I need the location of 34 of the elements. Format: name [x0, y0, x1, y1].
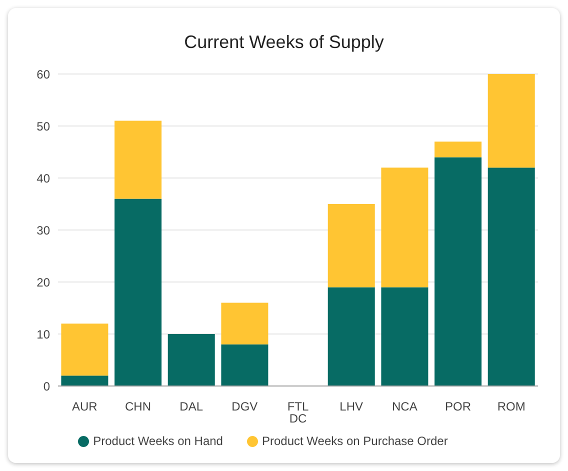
x-tick-label: AUR	[72, 400, 98, 414]
x-tick-label: DGV	[232, 400, 258, 414]
bar	[434, 157, 482, 386]
bar	[381, 168, 428, 288]
x-tick-label: LHV	[340, 400, 364, 414]
y-tick-label: 40	[36, 171, 50, 186]
x-tick-label: DAL	[180, 400, 204, 414]
bar	[381, 287, 428, 386]
bar	[61, 324, 108, 376]
bar	[221, 344, 268, 386]
y-tick-label: 30	[36, 223, 50, 238]
legend-label: Product Weeks on Hand	[93, 434, 223, 448]
bar	[434, 142, 482, 158]
y-tick-label: 50	[36, 119, 50, 134]
chart-title: Current Weeks of Supply	[183, 32, 385, 53]
bar	[488, 74, 535, 168]
bar	[221, 302, 268, 344]
x-tick-label: POR	[444, 400, 472, 414]
bar	[328, 204, 375, 288]
x-tick-label: FTL DC	[287, 400, 309, 426]
x-tick-label: ROM	[497, 400, 526, 414]
bar	[114, 198, 162, 386]
y-tick-label: 20	[36, 275, 50, 290]
y-tick-label: 10	[36, 327, 50, 342]
bar	[488, 168, 535, 386]
y-tick-label: 60	[36, 67, 50, 82]
bar	[328, 287, 375, 386]
x-tick-label: NCA	[392, 400, 418, 414]
bar	[114, 120, 162, 199]
legend-label: Product Weeks on Purchase Order	[262, 434, 448, 448]
y-tick-label: 0	[43, 379, 50, 394]
x-tick-label: CHN	[125, 400, 151, 414]
bar	[168, 334, 215, 386]
bar	[61, 376, 108, 386]
